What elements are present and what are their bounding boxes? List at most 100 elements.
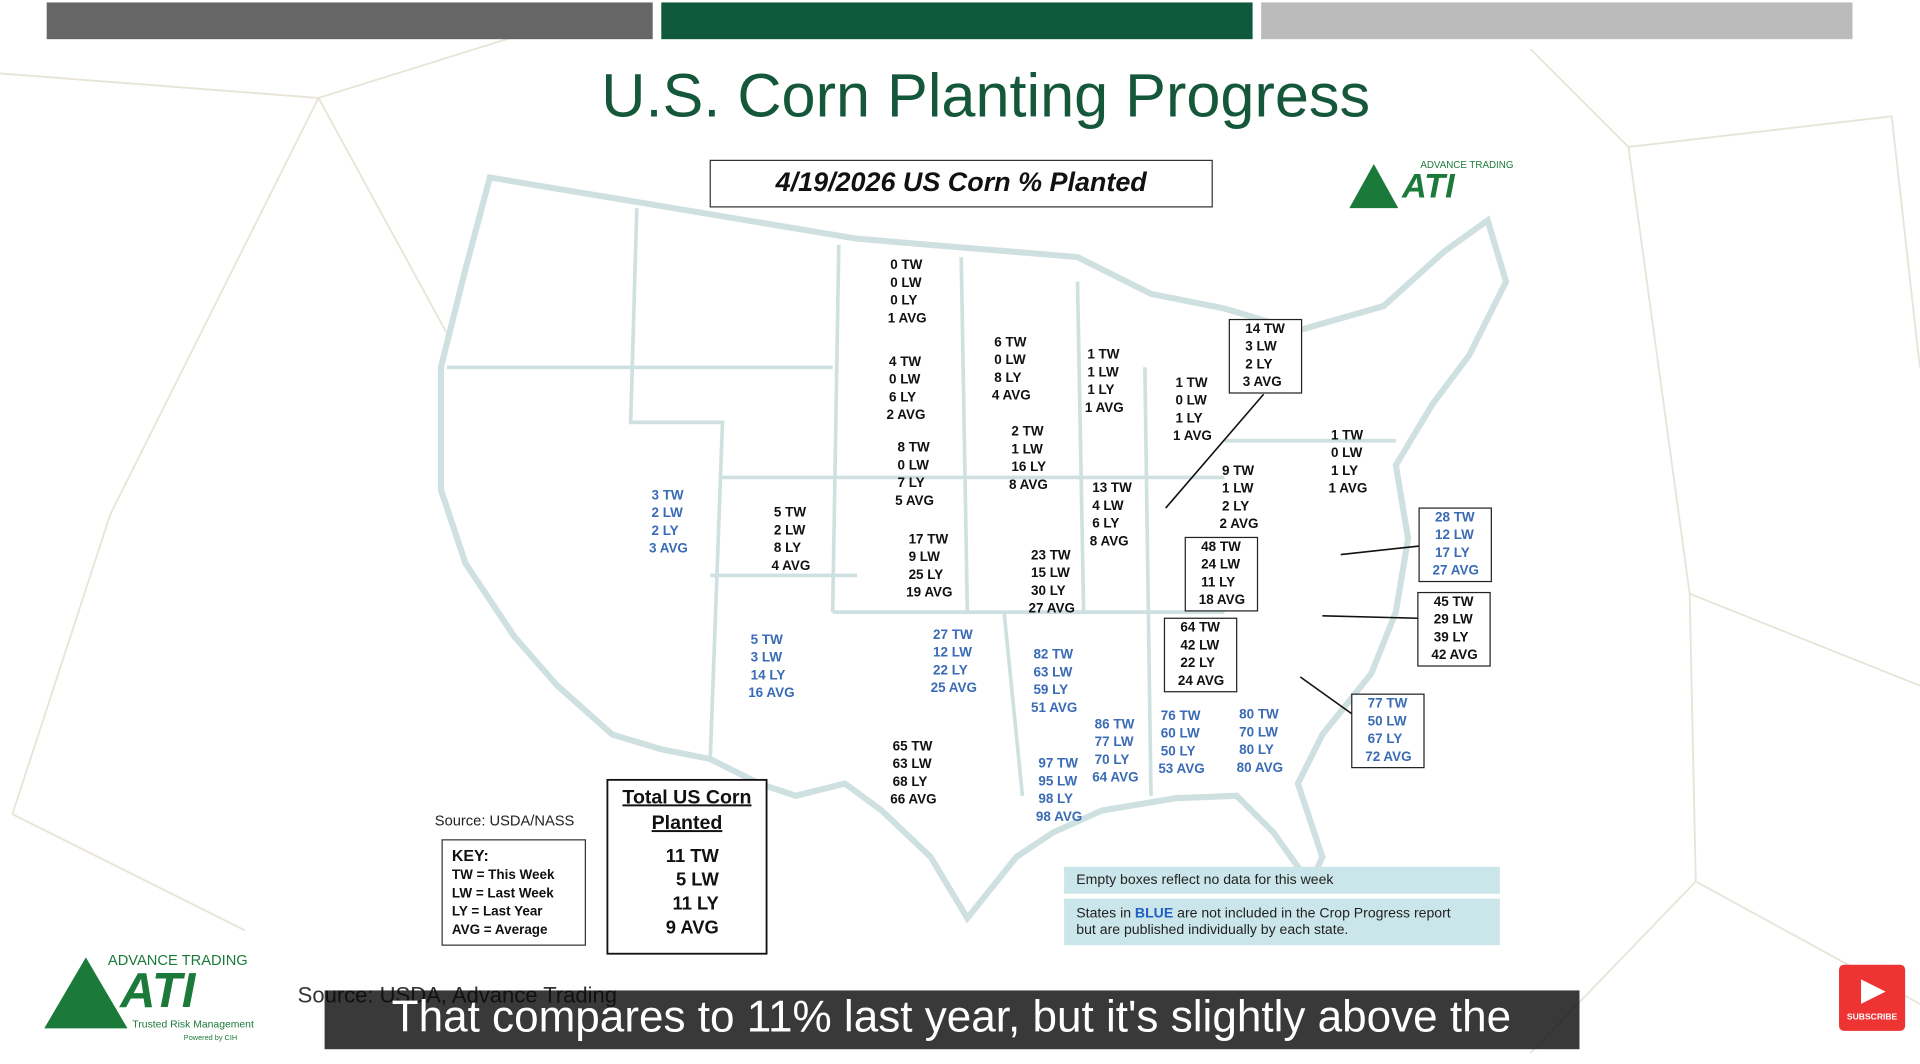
state-stat: 2 TW bbox=[1011, 424, 1043, 439]
state-box bbox=[1184, 536, 1259, 612]
state-box bbox=[1351, 693, 1425, 769]
state-stat: 25 LY bbox=[909, 567, 944, 582]
state-stat: 6 LY bbox=[889, 389, 916, 404]
state-stat: 16 LY bbox=[1011, 459, 1046, 474]
state-box bbox=[1163, 617, 1238, 693]
subscribe-label: SUBSCRIBE bbox=[1847, 1012, 1898, 1022]
state-stat: 0 LW bbox=[1175, 393, 1207, 408]
state-stat: 3 LW bbox=[751, 650, 783, 665]
logo: ADVANCE TRADING ATI Trusted Risk Managem… bbox=[44, 953, 254, 1042]
state-stat: 77 TW bbox=[1368, 696, 1408, 711]
note-box bbox=[1064, 898, 1500, 946]
state-stat: 63 LW bbox=[893, 756, 932, 771]
logo-name: ATI bbox=[119, 964, 197, 1018]
top-bar bbox=[46, 2, 653, 40]
state-stat: 68 LY bbox=[893, 774, 928, 789]
state-stat: 27 AVG bbox=[1433, 563, 1479, 578]
state-stat: 1 LW bbox=[1011, 441, 1043, 456]
state-box bbox=[1418, 507, 1492, 583]
state-stat: 64 AVG bbox=[1092, 770, 1138, 785]
state-stat: 3 AVG bbox=[1243, 374, 1282, 389]
state-stat: 24 LW bbox=[1201, 557, 1240, 572]
state-stat: 42 AVG bbox=[1431, 647, 1477, 662]
state-stat: 3 LW bbox=[1245, 339, 1277, 354]
state-stat: 24 AVG bbox=[1178, 673, 1224, 688]
state-box bbox=[1228, 318, 1303, 394]
state-stat: 1 TW bbox=[1331, 427, 1363, 442]
state-stat: 14 LY bbox=[751, 667, 786, 682]
state-stat: 67 LY bbox=[1368, 731, 1403, 746]
state-borders bbox=[447, 208, 1396, 796]
us-map-outline bbox=[437, 174, 1510, 924]
logo: ADVANCE TRADING ATI bbox=[1349, 160, 1513, 209]
state-stat: 2 LY bbox=[651, 523, 678, 538]
state-stat: 95 LW bbox=[1038, 773, 1077, 788]
note-text: States in bbox=[1076, 904, 1135, 920]
state-stat: 3 TW bbox=[651, 487, 683, 502]
state-stat: 66 AVG bbox=[890, 792, 936, 807]
total-stat: 9 AVG bbox=[666, 916, 719, 937]
state-stat: 28 TW bbox=[1435, 509, 1475, 524]
state-stat: 5 TW bbox=[774, 505, 806, 520]
state-stat: 27 TW bbox=[933, 627, 973, 642]
state-box bbox=[1417, 591, 1491, 667]
key-line: AVG = Average bbox=[452, 922, 548, 937]
state-stat: 8 AVG bbox=[1090, 533, 1129, 548]
state-stat: 70 LY bbox=[1095, 752, 1130, 767]
key-line: KEY: bbox=[452, 848, 489, 865]
state-stat: 1 LY bbox=[1087, 382, 1114, 397]
state-stat: 9 LW bbox=[909, 549, 941, 564]
state-stat: 42 LW bbox=[1180, 637, 1219, 652]
state-stat: 6 LY bbox=[1092, 516, 1119, 531]
state-stat: 6 TW bbox=[994, 334, 1026, 349]
state-stat: 1 AVG bbox=[1173, 428, 1212, 443]
state-stat: 11 LY bbox=[1201, 574, 1235, 589]
map-title: 4/19/2026 US Corn % Planted bbox=[775, 167, 1148, 197]
state-stat: 4 AVG bbox=[771, 558, 810, 573]
state-stat: 1 AVG bbox=[1085, 400, 1124, 415]
state-stat: 7 LY bbox=[898, 475, 925, 490]
state-stat: 50 LY bbox=[1161, 743, 1196, 758]
state-stat: 19 AVG bbox=[906, 585, 952, 600]
key-line: TW = This Week bbox=[452, 867, 555, 882]
state-stat: 50 LW bbox=[1368, 713, 1407, 728]
key-line: LW = Last Week bbox=[452, 885, 554, 900]
state-stat: 98 LY bbox=[1038, 791, 1073, 806]
state-stat: 0 LW bbox=[994, 352, 1026, 367]
note-empty: Empty boxes reflect no data for this wee… bbox=[1076, 871, 1334, 887]
state-stat: 4 TW bbox=[889, 354, 921, 369]
state-stat: 1 LY bbox=[1331, 463, 1358, 478]
state-stat: 23 TW bbox=[1031, 547, 1071, 562]
state-stat: 98 AVG bbox=[1036, 809, 1082, 824]
state-stat: 80 LY bbox=[1239, 742, 1274, 757]
leader-lines bbox=[1165, 393, 1420, 715]
state-stat: 1 LW bbox=[1222, 481, 1254, 496]
state-stat: 3 AVG bbox=[649, 541, 688, 556]
logo-powered: Powered by CIH bbox=[184, 1033, 237, 1042]
state-stat: 97 TW bbox=[1038, 756, 1078, 771]
note-blue: States in BLUE are not included in the C… bbox=[1076, 904, 1451, 920]
logo-name: ATI bbox=[1401, 168, 1456, 206]
note-text: are not included in the Crop Progress re… bbox=[1173, 904, 1451, 920]
total-heading: Planted bbox=[652, 812, 723, 834]
slide-title: U.S. Corn Planting Progress bbox=[601, 62, 1370, 130]
state-stat: 5 AVG bbox=[895, 493, 934, 508]
caption-bg bbox=[324, 990, 1580, 1050]
state-stat: 2 LY bbox=[1245, 356, 1272, 371]
state-stat: 4 LW bbox=[1092, 498, 1124, 513]
state-stat: 45 TW bbox=[1434, 594, 1474, 609]
state-stat: 0 LW bbox=[1331, 445, 1363, 460]
note-line: but are published individually by each s… bbox=[1076, 921, 1348, 937]
state-stat: 15 LW bbox=[1031, 565, 1070, 580]
logo-tagline: Trusted Risk Management bbox=[132, 1019, 254, 1030]
state-stat: 22 LY bbox=[1180, 655, 1215, 670]
state-stat: 13 TW bbox=[1092, 480, 1132, 495]
state-stat: 59 LY bbox=[1033, 682, 1068, 697]
logo-brand: ADVANCE TRADING bbox=[108, 953, 248, 969]
map-title-box bbox=[709, 159, 1213, 208]
top-bar bbox=[661, 2, 1253, 40]
state-stat: 65 TW bbox=[893, 738, 933, 753]
state-stat: 12 LW bbox=[1435, 527, 1474, 542]
state-stat: 18 AVG bbox=[1199, 592, 1245, 607]
state-stat: 8 LY bbox=[774, 540, 801, 555]
